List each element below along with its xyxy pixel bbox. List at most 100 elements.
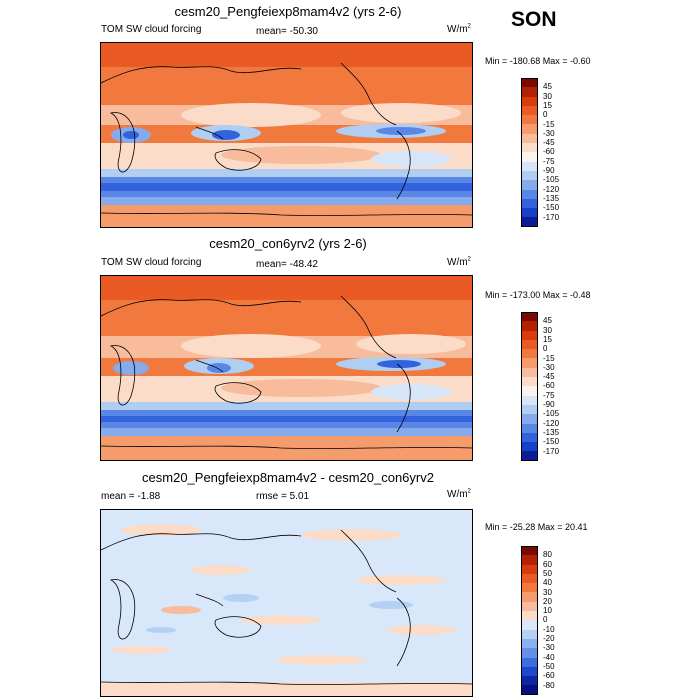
colorbar-level-label: -90 [543, 400, 555, 409]
panel-3-minmax: Min = -25.28 Max = 20.41 [485, 522, 588, 532]
colorbar-level-label: -50 [543, 661, 555, 671]
colorbar-level-label: -150 [543, 437, 560, 447]
colorbar-swatch [521, 573, 538, 584]
panel-2-title: cesm20_con6yrv2 (yrs 2-6) [209, 236, 367, 251]
colorbar-swatch [521, 442, 538, 452]
colorbar-swatch [521, 367, 538, 378]
colorbar-swatch [521, 583, 538, 593]
colorbar-swatch [521, 358, 538, 368]
panel-2-minmax: Min = -173.00 Max = -0.48 [485, 290, 591, 300]
colorbar-level-label: 60 [543, 559, 552, 569]
panel-2-colorbar [521, 312, 538, 461]
colorbar-level-label: 45 [543, 82, 552, 92]
panel-3-map [100, 509, 473, 697]
colorbar-level-label: -75 [543, 156, 555, 166]
colorbar-swatch [521, 564, 538, 574]
colorbar-level-label: -135 [543, 193, 560, 203]
colorbar-level-label: -45 [543, 138, 555, 148]
colorbar-swatch [521, 629, 538, 639]
colorbar-level-label: 80 [543, 550, 552, 560]
colorbar-swatch [521, 423, 538, 433]
colorbar-swatch [521, 96, 538, 106]
colorbar-level-label: -60 [543, 381, 555, 391]
colorbar-swatch [521, 189, 538, 199]
colorbar-level-label: -30 [543, 643, 555, 653]
colorbar-swatch [521, 312, 538, 322]
panel-1-minmax: Min = -180.68 Max = -0.60 [485, 56, 591, 66]
colorbar-swatch [521, 105, 538, 116]
colorbar-swatch [521, 133, 538, 144]
colorbar-swatch [521, 546, 538, 556]
colorbar-level-label: -170 [543, 212, 560, 222]
colorbar-level-label: -75 [543, 390, 555, 400]
colorbar-level-label: -10 [543, 624, 555, 634]
colorbar-level-label: 10 [543, 606, 552, 616]
colorbar-level-label: -45 [543, 372, 555, 382]
colorbar-level-label: -30 [543, 128, 555, 138]
panel-2-variable-label: TOM SW cloud forcing [101, 257, 202, 268]
panel-1-mean-label: mean= -50.30 [256, 26, 318, 37]
panel-1-map [100, 42, 473, 228]
colorbar-swatch [521, 648, 538, 658]
colorbar-swatch [521, 208, 538, 218]
colorbar-level-label: -15 [543, 119, 555, 129]
colorbar-level-label: -105 [543, 409, 560, 419]
colorbar-swatch [521, 638, 538, 649]
colorbar-level-label: 50 [543, 568, 552, 578]
colorbar-swatch [521, 321, 538, 331]
colorbar-level-label: -90 [543, 166, 555, 175]
colorbar-swatch [521, 170, 538, 181]
colorbar-level-label: 15 [543, 334, 552, 344]
panel-1-colorbar [521, 78, 538, 227]
colorbar-level-label: -15 [543, 353, 555, 363]
colorbar-swatch [521, 601, 538, 612]
panel-3-rmse-label: rmse = 5.01 [256, 491, 310, 502]
colorbar-swatch [521, 78, 538, 88]
colorbar-level-label: 15 [543, 100, 552, 110]
colorbar-swatch [521, 432, 538, 443]
colorbar-swatch [521, 152, 538, 162]
panel-3-colorbar [521, 546, 538, 695]
colorbar-level-label: -20 [543, 634, 555, 643]
colorbar-level-label: -40 [543, 652, 555, 662]
colorbar-level-label: 0 [543, 344, 548, 354]
colorbar-level-label: 30 [543, 91, 552, 101]
colorbar-level-label: 30 [543, 325, 552, 335]
colorbar-level-label: -120 [543, 184, 560, 194]
panel-1-title: cesm20_Pengfeiexp8mam4v2 (yrs 2-6) [174, 4, 402, 19]
colorbar-level-label: -80 [543, 680, 555, 690]
colorbar-level-label: -60 [543, 671, 555, 681]
colorbar-swatch [521, 349, 538, 359]
colorbar-swatch [521, 180, 538, 190]
colorbar-swatch [521, 217, 538, 227]
colorbar-swatch [521, 657, 538, 667]
colorbar-swatch [521, 87, 538, 97]
colorbar-swatch [521, 451, 538, 461]
colorbar-level-label: -30 [543, 362, 555, 372]
colorbar-level-label: 30 [543, 587, 552, 597]
colorbar-swatch [521, 115, 538, 125]
panel-3-mean-label: mean = -1.88 [101, 491, 161, 502]
colorbar-swatch [521, 330, 538, 340]
colorbar-swatch [521, 685, 538, 695]
colorbar-swatch [521, 592, 538, 602]
colorbar-swatch [521, 198, 538, 209]
colorbar-swatch [521, 414, 538, 424]
panel-1-variable-label: TOM SW cloud forcing [101, 24, 202, 35]
panel-3-title: cesm20_Pengfeiexp8mam4v2 - cesm20_con6yr… [142, 470, 434, 485]
colorbar-swatch [521, 124, 538, 134]
colorbar-swatch [521, 161, 538, 171]
colorbar-swatch [521, 404, 538, 415]
colorbar-swatch [521, 395, 538, 405]
colorbar-swatch [521, 339, 538, 350]
colorbar-swatch [521, 143, 538, 153]
colorbar-swatch [521, 611, 538, 621]
colorbar-level-label: 20 [543, 596, 552, 606]
colorbar-level-label: -150 [543, 203, 560, 213]
panel-3-units-label: W/m2 [447, 488, 471, 500]
colorbar-level-label: -170 [543, 446, 560, 456]
season-label: SON [511, 8, 557, 31]
colorbar-swatch [521, 676, 538, 686]
panel-2-units-label: W/m2 [447, 256, 471, 268]
colorbar-swatch [521, 386, 538, 396]
